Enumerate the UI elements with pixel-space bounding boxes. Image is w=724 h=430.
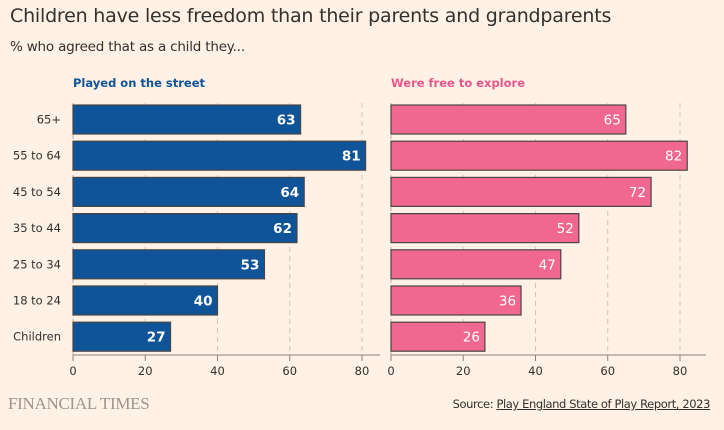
bar-free-to-explore — [390, 321, 486, 352]
x-tick-label-free-to-explore: 60 — [600, 364, 615, 378]
x-tick-label-played-on-street: 40 — [210, 364, 225, 378]
bar-played-on-street — [72, 104, 302, 135]
x-tick-label-played-on-street: 20 — [138, 364, 153, 378]
bar-free-to-explore — [390, 285, 522, 316]
bar-played-on-street — [72, 176, 305, 207]
bar-played-on-street — [72, 285, 219, 316]
category-label: 35 to 44 — [13, 221, 61, 235]
category-label: 55 to 64 — [13, 149, 61, 163]
data-label-free-to-explore: 26 — [463, 330, 480, 346]
data-label-free-to-explore: 72 — [629, 185, 646, 201]
x-tick-label-played-on-street: 80 — [355, 364, 370, 378]
data-label-played-on-street: 81 — [342, 149, 361, 165]
x-tick-label-free-to-explore: 0 — [387, 364, 394, 378]
series-title-played-on-street: Played on the street — [73, 76, 206, 90]
category-label: 45 to 54 — [13, 185, 61, 199]
x-tick-label-played-on-street: 60 — [282, 364, 297, 378]
x-tick-label-free-to-explore: 40 — [528, 364, 543, 378]
source-link[interactable]: Play England State of Play Report, 2023 — [496, 397, 710, 411]
data-label-played-on-street: 63 — [277, 113, 296, 129]
chart-title: Children have less freedom than their pa… — [10, 5, 612, 27]
category-label: 65+ — [37, 113, 61, 127]
category-label: 25 to 34 — [13, 257, 61, 271]
bar-free-to-explore — [390, 249, 562, 280]
data-label-free-to-explore: 82 — [665, 149, 682, 165]
bar-free-to-explore — [390, 140, 688, 171]
data-label-free-to-explore: 52 — [557, 221, 574, 237]
bar-played-on-street — [72, 321, 172, 352]
bar-free-to-explore — [390, 104, 627, 135]
data-label-played-on-street: 53 — [241, 257, 260, 273]
bar-free-to-explore — [390, 176, 652, 207]
bar-played-on-street — [72, 213, 298, 244]
series-title-free-to-explore: Were free to explore — [391, 76, 525, 90]
bar-played-on-street — [72, 249, 266, 280]
x-tick-label-free-to-explore: 80 — [673, 364, 688, 378]
data-label-played-on-street: 40 — [194, 294, 213, 310]
x-tick-label-free-to-explore: 20 — [456, 364, 471, 378]
data-label-played-on-street: 27 — [147, 330, 166, 346]
data-label-free-to-explore: 47 — [539, 257, 556, 273]
source-prefix: Source: — [452, 397, 497, 411]
source-note: Source: Play England State of Play Repor… — [452, 397, 711, 411]
brand-logo: FINANCIAL TIMES — [8, 394, 150, 413]
category-label: 18 to 24 — [13, 294, 61, 308]
data-label-free-to-explore: 65 — [604, 113, 621, 129]
bar-played-on-street — [72, 140, 367, 171]
chart-subtitle: % who agreed that as a child they... — [10, 39, 245, 55]
data-label-played-on-street: 62 — [273, 221, 292, 237]
bar-free-to-explore — [390, 213, 580, 244]
category-label: Children — [13, 330, 61, 344]
data-label-free-to-explore: 36 — [499, 294, 516, 310]
x-tick-label-played-on-street: 0 — [69, 364, 76, 378]
data-label-played-on-street: 64 — [280, 185, 299, 201]
